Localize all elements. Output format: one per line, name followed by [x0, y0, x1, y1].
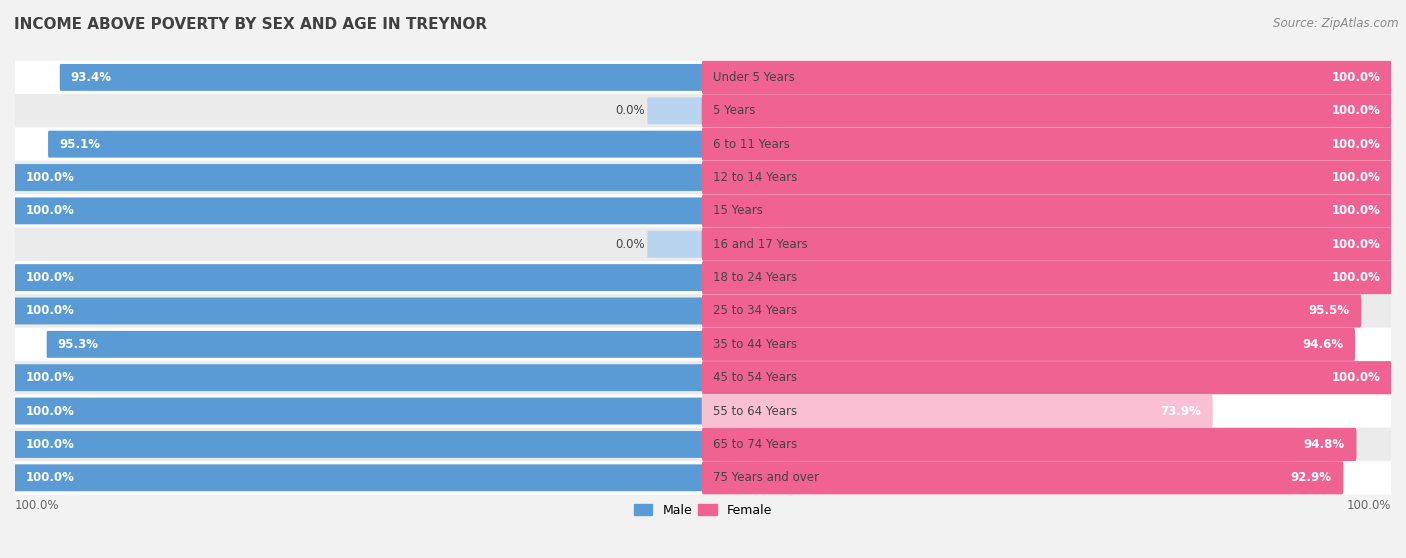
Text: Source: ZipAtlas.com: Source: ZipAtlas.com [1274, 17, 1399, 30]
Text: 15 Years: 15 Years [713, 204, 763, 218]
Text: 100.0%: 100.0% [25, 204, 75, 218]
Text: 92.9%: 92.9% [1291, 472, 1331, 484]
Text: 100.0%: 100.0% [1331, 371, 1381, 384]
Text: 100.0%: 100.0% [25, 271, 75, 284]
FancyBboxPatch shape [647, 97, 703, 124]
FancyBboxPatch shape [647, 231, 703, 258]
Text: 100.0%: 100.0% [1331, 238, 1381, 251]
FancyBboxPatch shape [702, 361, 1392, 395]
FancyBboxPatch shape [15, 395, 1391, 428]
Text: 100.0%: 100.0% [25, 438, 75, 451]
Text: 35 to 44 Years: 35 to 44 Years [713, 338, 797, 351]
Text: 100.0%: 100.0% [25, 405, 75, 417]
FancyBboxPatch shape [14, 164, 703, 191]
FancyBboxPatch shape [702, 395, 1213, 427]
FancyBboxPatch shape [14, 198, 703, 224]
FancyBboxPatch shape [46, 331, 703, 358]
Text: 94.8%: 94.8% [1303, 438, 1346, 451]
Text: 100.0%: 100.0% [1331, 71, 1381, 84]
Text: 75 Years and over: 75 Years and over [713, 472, 820, 484]
Text: 100.0%: 100.0% [25, 472, 75, 484]
FancyBboxPatch shape [15, 61, 1391, 94]
FancyBboxPatch shape [15, 161, 1391, 194]
Text: 6 to 11 Years: 6 to 11 Years [713, 138, 790, 151]
FancyBboxPatch shape [702, 228, 1392, 261]
FancyBboxPatch shape [14, 264, 703, 291]
Text: 73.9%: 73.9% [1160, 405, 1201, 417]
Text: 55 to 64 Years: 55 to 64 Years [713, 405, 797, 417]
Text: 100.0%: 100.0% [1347, 499, 1391, 512]
FancyBboxPatch shape [60, 64, 703, 91]
FancyBboxPatch shape [14, 364, 703, 391]
FancyBboxPatch shape [702, 428, 1357, 461]
FancyBboxPatch shape [15, 228, 1391, 261]
Text: 100.0%: 100.0% [15, 499, 59, 512]
FancyBboxPatch shape [702, 61, 1392, 94]
Text: 95.5%: 95.5% [1309, 305, 1350, 318]
Text: 100.0%: 100.0% [25, 371, 75, 384]
FancyBboxPatch shape [14, 297, 703, 324]
Text: 95.3%: 95.3% [58, 338, 98, 351]
Legend: Male, Female: Male, Female [628, 499, 778, 522]
Text: 100.0%: 100.0% [1331, 204, 1381, 218]
FancyBboxPatch shape [702, 128, 1392, 161]
FancyBboxPatch shape [15, 94, 1391, 127]
FancyBboxPatch shape [15, 194, 1391, 228]
FancyBboxPatch shape [702, 261, 1392, 294]
Text: 93.4%: 93.4% [70, 71, 111, 84]
FancyBboxPatch shape [702, 94, 1392, 127]
Text: 94.6%: 94.6% [1302, 338, 1344, 351]
Text: 0.0%: 0.0% [614, 104, 644, 117]
Text: 100.0%: 100.0% [1331, 104, 1381, 117]
Text: 45 to 54 Years: 45 to 54 Years [713, 371, 797, 384]
FancyBboxPatch shape [15, 361, 1391, 395]
FancyBboxPatch shape [702, 295, 1361, 328]
FancyBboxPatch shape [702, 461, 1343, 494]
Text: 18 to 24 Years: 18 to 24 Years [713, 271, 797, 284]
Text: 0.0%: 0.0% [614, 238, 644, 251]
Text: 100.0%: 100.0% [25, 305, 75, 318]
FancyBboxPatch shape [15, 261, 1391, 294]
Text: 100.0%: 100.0% [1331, 271, 1381, 284]
Text: 100.0%: 100.0% [25, 171, 75, 184]
Text: 16 and 17 Years: 16 and 17 Years [713, 238, 808, 251]
Text: 95.1%: 95.1% [59, 138, 100, 151]
FancyBboxPatch shape [15, 127, 1391, 161]
Text: INCOME ABOVE POVERTY BY SEX AND AGE IN TREYNOR: INCOME ABOVE POVERTY BY SEX AND AGE IN T… [14, 17, 488, 32]
FancyBboxPatch shape [702, 194, 1392, 228]
FancyBboxPatch shape [702, 161, 1392, 194]
FancyBboxPatch shape [15, 461, 1391, 494]
Text: 25 to 34 Years: 25 to 34 Years [713, 305, 797, 318]
FancyBboxPatch shape [14, 398, 703, 425]
Text: 12 to 14 Years: 12 to 14 Years [713, 171, 797, 184]
FancyBboxPatch shape [15, 294, 1391, 328]
Text: 100.0%: 100.0% [1331, 171, 1381, 184]
FancyBboxPatch shape [14, 464, 703, 491]
FancyBboxPatch shape [14, 431, 703, 458]
Text: 65 to 74 Years: 65 to 74 Years [713, 438, 797, 451]
FancyBboxPatch shape [48, 131, 703, 157]
Text: 100.0%: 100.0% [1331, 138, 1381, 151]
FancyBboxPatch shape [702, 328, 1355, 361]
Text: 5 Years: 5 Years [713, 104, 755, 117]
FancyBboxPatch shape [15, 328, 1391, 361]
Text: Under 5 Years: Under 5 Years [713, 71, 796, 84]
FancyBboxPatch shape [15, 428, 1391, 461]
